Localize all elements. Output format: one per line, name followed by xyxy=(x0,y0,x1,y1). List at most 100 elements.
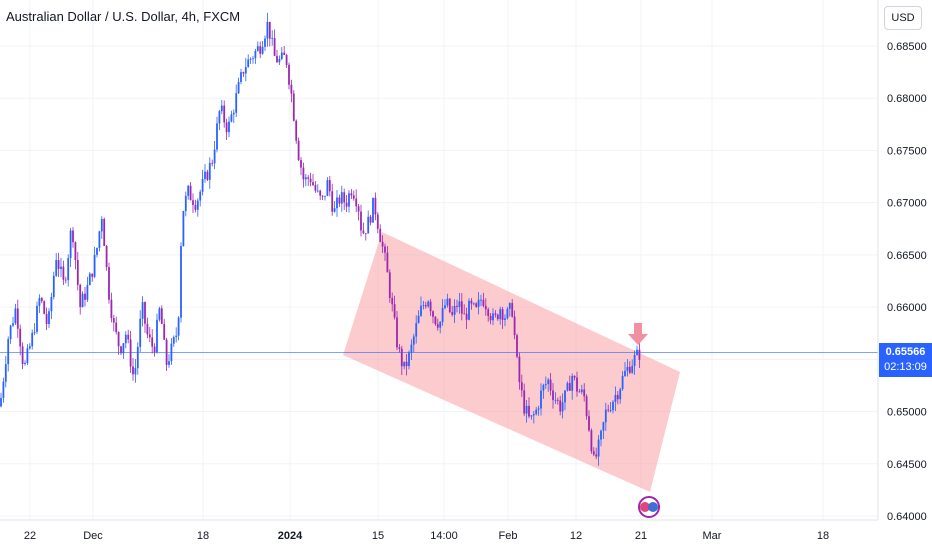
candle-up xyxy=(199,191,202,201)
candle-up xyxy=(88,273,91,286)
time-tick-label: Feb xyxy=(499,530,518,542)
candle-up xyxy=(86,285,89,300)
price-tick-label: 0.68500 xyxy=(887,41,927,53)
candle-up xyxy=(403,361,406,367)
candle-up xyxy=(93,254,96,277)
candle-up xyxy=(9,325,12,340)
candle-up xyxy=(100,219,103,232)
candle-down xyxy=(369,216,372,223)
candle-up xyxy=(60,266,62,269)
candle-down xyxy=(223,105,226,123)
candle-down xyxy=(242,72,245,74)
candle-up xyxy=(348,193,350,207)
candle-up xyxy=(24,362,26,365)
candle-down xyxy=(568,383,571,391)
candle-up xyxy=(564,390,566,403)
descending-channel-drawing[interactable] xyxy=(343,232,680,492)
candle-down xyxy=(76,260,79,285)
candle-down xyxy=(429,301,432,312)
candle-up xyxy=(14,308,17,324)
candle-down xyxy=(21,346,24,365)
candle-up xyxy=(124,334,127,344)
candle-down xyxy=(607,409,610,411)
candle-up xyxy=(172,337,175,344)
candle-down xyxy=(112,318,115,323)
candle-up xyxy=(55,260,58,276)
candle-down xyxy=(501,309,504,320)
candle-up xyxy=(408,352,410,367)
candle-up xyxy=(261,46,264,54)
candle-up xyxy=(196,200,199,210)
candle-down xyxy=(357,206,360,212)
candle-down xyxy=(319,190,322,196)
candle-up xyxy=(508,303,511,309)
candle-up xyxy=(48,311,50,324)
time-tick-label: Mar xyxy=(703,530,722,542)
candle-down xyxy=(391,297,394,305)
time-tick-label: 12 xyxy=(570,530,582,542)
candle-down xyxy=(273,38,276,56)
candle-down xyxy=(384,246,386,253)
candle-up xyxy=(271,38,274,39)
candle-down xyxy=(588,416,590,431)
candle-up xyxy=(477,299,480,307)
candle-down xyxy=(528,405,530,417)
last-price-value: 0.65566 xyxy=(885,346,926,358)
candle-down xyxy=(552,390,554,400)
candle-down xyxy=(511,303,514,317)
candle-down xyxy=(328,180,331,192)
currency-button[interactable]: USD xyxy=(884,6,922,30)
candle-up xyxy=(218,111,221,124)
candle-up xyxy=(304,177,307,180)
candle-down xyxy=(163,323,166,340)
candle-down xyxy=(616,394,619,400)
event-icon[interactable] xyxy=(638,496,660,518)
time-tick-label: Dec xyxy=(83,530,103,542)
price-axis[interactable]: 0.68500 0.68000 0.67500 0.67000 0.66500 0.660… xyxy=(887,41,927,523)
candle-up xyxy=(525,405,528,414)
candle-down xyxy=(120,346,122,354)
candle-down xyxy=(374,197,377,215)
candle-up xyxy=(52,275,55,297)
candle-up xyxy=(619,389,622,400)
candle-up xyxy=(26,348,29,363)
time-axis[interactable]: 22 Dec 18 2024 15 14:00 Feb 12 21 Mar 18 xyxy=(24,530,829,542)
last-price-badge: 0.65566 02:13:09 xyxy=(879,343,932,377)
candle-down xyxy=(465,313,468,320)
candle-down xyxy=(194,204,197,210)
candle-up xyxy=(168,361,170,365)
candle-down xyxy=(518,356,521,383)
candle-up xyxy=(333,208,336,212)
chart-title: Australian Dollar / U.S. Dollar, 4h, FXC… xyxy=(6,9,241,24)
candle-up xyxy=(415,323,418,337)
candle-up xyxy=(204,171,206,179)
candle-up xyxy=(633,354,636,366)
candle-down xyxy=(290,84,293,94)
candle-up xyxy=(604,409,607,423)
candle-up xyxy=(278,58,281,63)
candle-up xyxy=(36,305,38,332)
candle-down xyxy=(516,335,518,357)
candle-down xyxy=(43,301,46,314)
candle-down xyxy=(448,298,451,313)
candle-down xyxy=(297,140,300,161)
candle-up xyxy=(532,414,535,416)
candle-up xyxy=(626,366,629,371)
candle-down xyxy=(127,334,130,340)
candle-down xyxy=(110,299,113,319)
candle-up xyxy=(444,305,446,309)
candle-down xyxy=(638,349,641,360)
candle-down xyxy=(285,54,288,65)
candle-up xyxy=(367,216,370,234)
candle-down xyxy=(432,311,434,317)
time-tick-label: 15 xyxy=(372,530,384,542)
price-tick-label: 0.66000 xyxy=(887,302,927,314)
candle-up xyxy=(28,346,31,349)
time-tick-label: 18 xyxy=(817,530,829,542)
candle-down xyxy=(513,316,516,336)
candle-down xyxy=(386,252,389,273)
candle-down xyxy=(276,55,278,63)
candle-down xyxy=(57,260,60,269)
candle-up xyxy=(247,59,250,68)
